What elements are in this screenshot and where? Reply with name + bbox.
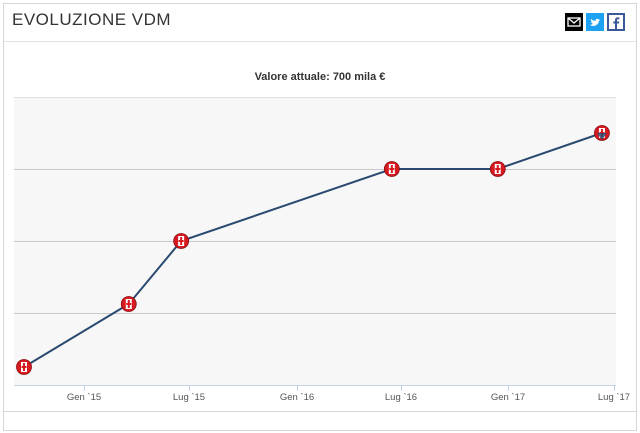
- data-point-marker[interactable]: [594, 125, 610, 141]
- facebook-share-button[interactable]: [607, 13, 625, 31]
- email-share-button[interactable]: [565, 13, 583, 31]
- data-point-marker[interactable]: [120, 296, 137, 312]
- data-point-marker[interactable]: [173, 233, 190, 249]
- twitter-icon: [586, 13, 604, 31]
- widget-title: EVOLUZIONE VDM: [12, 10, 172, 29]
- widget-header: EVOLUZIONE VDM: [4, 4, 636, 42]
- twitter-share-button[interactable]: [586, 13, 604, 31]
- chart-title: Valore attuale: 700 mila €: [254, 71, 386, 83]
- x-tick-label: Gen `16: [280, 392, 314, 403]
- x-tick-label: Lug `15: [173, 392, 205, 403]
- facebook-icon: [607, 13, 625, 31]
- data-point-marker[interactable]: [16, 359, 32, 375]
- x-tick-label: Gen `15: [67, 392, 101, 403]
- x-tick-label: Lug `17: [598, 392, 630, 403]
- series-line: [23, 132, 603, 368]
- footer-divider: [3, 411, 637, 412]
- data-point-marker[interactable]: [383, 161, 400, 177]
- x-tick-label: Lug `16: [385, 392, 417, 403]
- x-tick-label: Gen `17: [491, 392, 525, 403]
- data-point-marker[interactable]: [489, 161, 506, 177]
- email-icon: [565, 13, 583, 31]
